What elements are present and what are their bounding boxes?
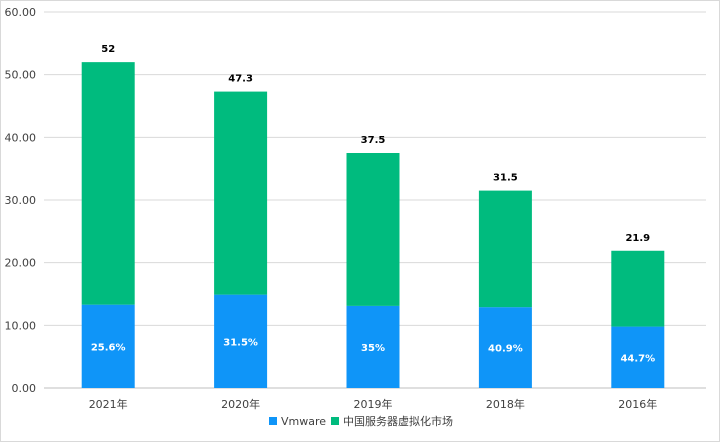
bar-vmware	[81, 304, 135, 388]
bar-percent-label: 35%	[361, 343, 385, 354]
legend-label: 中国服务器虚拟化市场	[343, 414, 453, 428]
bar-vmware	[478, 307, 532, 388]
y-tick-label: 20.00	[5, 257, 37, 270]
bar-china-market	[478, 190, 532, 308]
bar-vmware	[346, 305, 400, 388]
y-tick-label: 10.00	[5, 319, 37, 332]
x-tick-label: 2018年	[486, 397, 525, 411]
bar-total-label: 52	[101, 44, 115, 55]
bar-vmware	[214, 294, 268, 388]
legend-swatch	[331, 417, 339, 425]
bar-china-market	[346, 153, 400, 306]
y-tick-label: 50.00	[5, 69, 37, 82]
bar-total-label: 21.9	[625, 233, 650, 244]
y-tick-label: 0.00	[12, 382, 37, 395]
bar-percent-label: 31.5%	[223, 337, 258, 348]
y-tick-label: 60.00	[5, 6, 37, 19]
bar-china-market	[611, 250, 665, 327]
x-tick-label: 2016年	[618, 397, 657, 411]
y-tick-label: 30.00	[5, 194, 37, 207]
legend-swatch	[269, 417, 277, 425]
legend-label: Vmware	[281, 415, 326, 428]
bar-percent-label: 25.6%	[91, 342, 126, 353]
bar-vmware	[611, 326, 665, 388]
x-tick-label: 2020年	[221, 397, 260, 411]
bar-china-market	[214, 91, 268, 295]
bar-china-market	[81, 62, 135, 305]
bar-total-label: 31.5	[493, 173, 518, 184]
bar-total-label: 47.3	[228, 74, 253, 85]
bar-percent-label: 44.7%	[620, 353, 655, 364]
x-tick-label: 2021年	[89, 397, 128, 411]
bar-total-label: 37.5	[361, 135, 386, 146]
x-tick-label: 2019年	[354, 397, 393, 411]
bar-percent-label: 40.9%	[488, 344, 523, 355]
y-tick-label: 40.00	[5, 131, 37, 144]
